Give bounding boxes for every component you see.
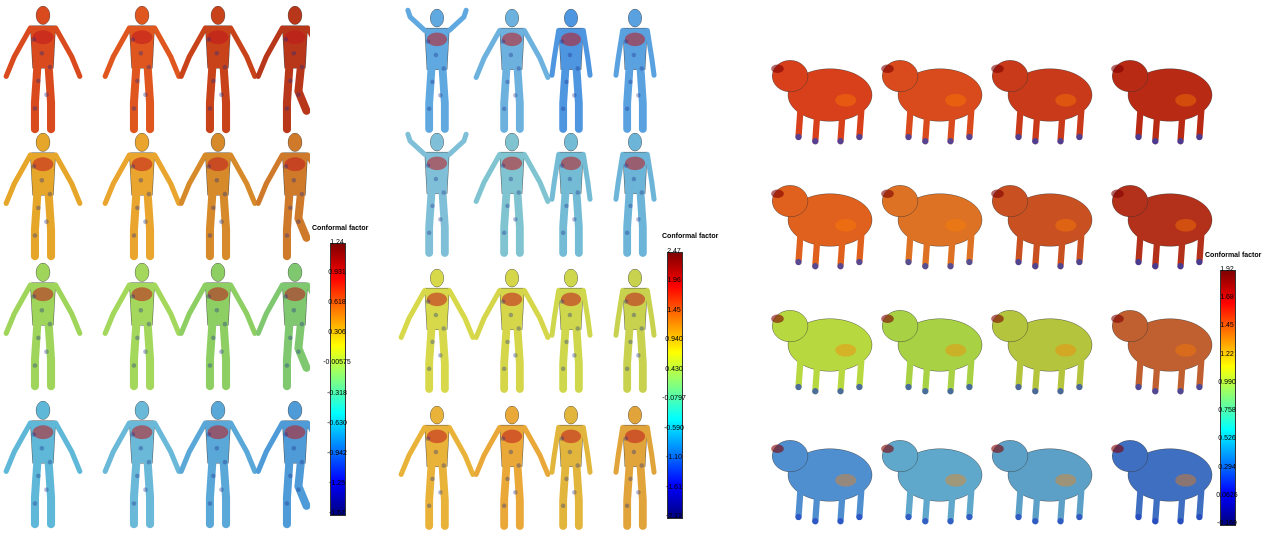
animal-mesh	[881, 185, 983, 270]
human-mesh	[102, 5, 182, 134]
human-mesh	[473, 132, 551, 257]
colorbar-tick-label: 0.526	[1218, 435, 1236, 443]
human-mesh	[473, 405, 551, 530]
colorbar-tick-label: -1.61	[666, 483, 682, 491]
colorbar-title: Conformal factor	[662, 233, 719, 240]
animal-mesh	[881, 310, 983, 395]
colorbar-tick-label: 2.47	[667, 248, 681, 255]
animal-mesh	[771, 60, 873, 145]
colorbar-tick-label: -0.318	[327, 389, 347, 397]
human-mesh	[3, 400, 83, 529]
colorbar-tick-label: -0.630	[327, 419, 347, 427]
animal-mesh	[881, 60, 983, 145]
human-mesh	[549, 132, 593, 257]
colorbar-tick-label: -0.169	[1217, 520, 1237, 527]
human-mesh	[398, 405, 476, 530]
colorbar-tick-label: 1.24	[330, 239, 344, 246]
colorbar-tick-label: -0.942	[327, 449, 347, 457]
colorbar-tick-label: 1.96	[667, 277, 681, 285]
human-mesh	[549, 8, 593, 133]
animal-mesh	[771, 185, 873, 270]
colorbar-tick-label: 1.92	[1220, 266, 1234, 273]
animal-mesh	[1111, 440, 1213, 525]
colorbar-tick-label: 0.940	[665, 336, 683, 344]
colorbar-tick-label: 0.931	[328, 269, 346, 277]
human-mesh	[549, 405, 593, 530]
colorbar-tick-label: 0.758	[1218, 407, 1236, 415]
human-mesh	[3, 262, 83, 391]
colorbar-tick-label: 0.294	[1218, 463, 1236, 471]
colorbar-tick-label: 0.990	[1218, 378, 1236, 386]
animal-mesh	[991, 185, 1093, 270]
colorbar-tick-label: -1.57	[329, 510, 345, 517]
colorbar-tick-label: 0.0626	[1216, 491, 1238, 499]
human-mesh	[178, 262, 258, 391]
colorbar-tick-label: 1.45	[1220, 322, 1234, 330]
animal-mesh	[771, 310, 873, 395]
colorbar-tick-label: -0.0797	[662, 395, 686, 403]
human-mesh	[178, 5, 258, 134]
colorbar-tick-label: -1.10	[666, 454, 682, 462]
colorbar-tick-label: 1.68	[1220, 294, 1234, 302]
animal-mesh	[1111, 185, 1213, 270]
colorbar-title: Conformal factor	[1205, 252, 1262, 259]
human-mesh	[398, 268, 476, 393]
animal-mesh	[991, 310, 1093, 395]
colorbar-tick-label: -1.25	[329, 479, 345, 487]
animal-grid	[771, 60, 1213, 525]
human-mesh	[102, 132, 182, 261]
human-mesh	[178, 400, 258, 529]
human-mesh	[102, 400, 182, 529]
colorbar-tick-label: 0.430	[665, 365, 683, 373]
female-panel: Conformal factor 1.24 0.931 0.618 0.306 -0.0…	[0, 0, 370, 548]
male-grid	[398, 7, 657, 530]
human-mesh	[3, 5, 83, 134]
female-grid	[3, 5, 310, 529]
human-mesh	[473, 8, 551, 133]
colorbar	[330, 243, 346, 516]
human-mesh	[3, 132, 83, 261]
human-mesh	[405, 131, 469, 257]
human-mesh	[255, 262, 310, 391]
human-mesh	[473, 268, 551, 393]
human-mesh	[613, 132, 657, 257]
animal-mesh	[1111, 60, 1213, 145]
colorbar-tick-label: 1.45	[667, 306, 681, 314]
human-mesh	[255, 400, 310, 529]
human-mesh	[102, 262, 182, 391]
human-mesh	[613, 405, 657, 530]
animal-mesh	[881, 440, 983, 525]
animal-mesh	[1111, 310, 1213, 395]
human-mesh	[255, 5, 310, 134]
animal-mesh	[771, 440, 873, 525]
animal-mesh	[991, 440, 1093, 525]
colorbar-tick-label: -2.12	[666, 513, 682, 520]
human-mesh	[255, 132, 310, 261]
colorbar-tick-label: 1.22	[1220, 350, 1234, 358]
colorbar	[667, 252, 683, 519]
colorbar-tick-label: 0.306	[328, 329, 346, 337]
male-panel: Conformal factor 2.47 1.96 1.45 0.940 0.430 -…	[395, 0, 735, 548]
animal-mesh	[991, 60, 1093, 145]
human-mesh	[549, 268, 593, 393]
human-mesh	[613, 8, 657, 133]
human-mesh	[613, 268, 657, 393]
colorbar	[1220, 270, 1236, 526]
human-mesh	[178, 132, 258, 261]
human-mesh	[405, 7, 469, 133]
colorbar-tick-label: 0.618	[328, 299, 346, 307]
colorbar-tick-label: -0.590	[664, 424, 684, 432]
animal-panel: Conformal factor 1.92 1.68 1.45 1.22 0.990 0.…	[750, 0, 1268, 548]
colorbar-title: Conformal factor	[312, 225, 369, 232]
colorbar-tick-label: -0.00575	[323, 359, 351, 367]
